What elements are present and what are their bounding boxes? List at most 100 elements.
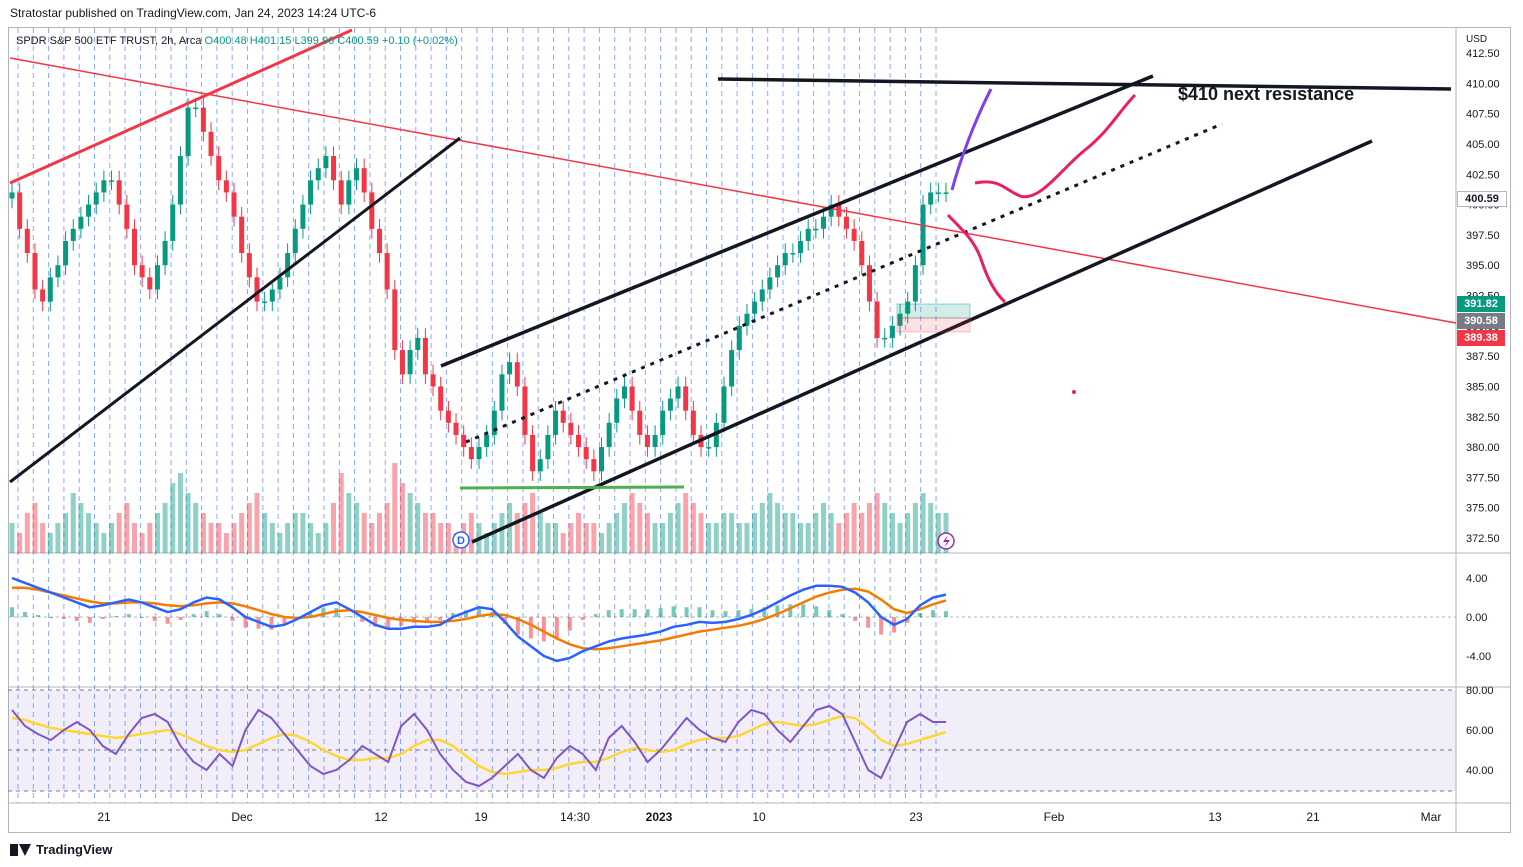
rsi-band — [8, 690, 1456, 791]
macd-hist-bar — [567, 617, 572, 631]
red-downtrend-line[interactable] — [9, 57, 1457, 324]
time-tick-label: Feb — [1044, 810, 1065, 824]
channel-upper-line[interactable] — [440, 74, 1154, 368]
channel-lower-line[interactable] — [471, 139, 1373, 544]
macd-hist-bar — [593, 614, 598, 617]
candle-body — [476, 447, 482, 460]
currency-label: USD — [1466, 34, 1488, 45]
macd-hist-bar — [528, 617, 533, 639]
pink-dot — [1072, 390, 1076, 394]
volume-bar — [507, 503, 513, 553]
volume-bar — [920, 493, 926, 553]
candle-body — [262, 301, 268, 304]
candle-body — [644, 434, 650, 448]
time-tick-label: 10 — [752, 810, 766, 824]
candle-body — [47, 277, 53, 302]
candle-body — [407, 350, 413, 375]
candle-body — [491, 410, 497, 435]
macd-hist-bar — [632, 609, 637, 617]
candle-body — [606, 422, 612, 448]
position-profit-zone[interactable] — [896, 303, 971, 319]
tradingview-logo-icon — [10, 843, 31, 856]
volume-bar — [484, 533, 490, 553]
candle-body — [415, 337, 421, 351]
footer-brand[interactable]: TradingView — [10, 842, 112, 857]
volume-bar — [55, 523, 61, 553]
candle-body — [453, 422, 459, 435]
dividend-marker[interactable] — [452, 531, 470, 549]
macd-hist-bar — [775, 605, 780, 617]
candle-body — [729, 350, 735, 387]
candle-body — [231, 192, 237, 217]
macd-hist-bar — [853, 617, 858, 621]
volume-bar — [629, 493, 635, 553]
macd-hist-bar — [126, 614, 131, 617]
macd-hist-bar — [931, 610, 936, 617]
volume-bar — [905, 513, 911, 553]
candle-body — [935, 192, 941, 194]
black-trendline-left[interactable] — [9, 136, 461, 484]
price-tick-label: 395.00 — [1466, 260, 1500, 272]
footer-brand-text: TradingView — [36, 842, 113, 857]
macd-hist-bar — [230, 617, 235, 621]
volume-bar — [139, 533, 145, 553]
volume-bar — [583, 523, 589, 553]
candle-body — [805, 228, 811, 241]
volume-bar — [935, 513, 941, 553]
macd-hist-bar — [399, 617, 404, 626]
volume-bar — [491, 523, 497, 553]
time-tick-label: Mar — [1421, 810, 1442, 824]
volume-bar — [246, 503, 252, 553]
macd-hist-bar — [386, 617, 391, 628]
channel-mid-line[interactable] — [465, 122, 1223, 444]
pink-projection-path-down[interactable] — [946, 213, 1007, 304]
candle-body — [109, 180, 115, 182]
price-tick-label: 382.50 — [1466, 412, 1500, 424]
macd-hist-bar — [373, 617, 378, 627]
candle-body — [568, 422, 574, 435]
green-support-line[interactable] — [459, 485, 685, 490]
candle-body — [40, 289, 46, 302]
volume-bar — [131, 523, 137, 553]
resistance-annotation[interactable]: $410 next resistance — [1178, 84, 1355, 104]
volume-bar — [308, 523, 314, 553]
price-tick-label: 397.50 — [1466, 230, 1500, 242]
volume-bar — [430, 513, 436, 553]
candle-body — [912, 265, 918, 302]
candle-body — [767, 277, 773, 290]
price-tick-label: 387.50 — [1466, 351, 1500, 363]
candle-body — [889, 325, 895, 338]
volume-bar — [606, 523, 612, 553]
lightning-glyph — [943, 535, 950, 548]
symbol-legend[interactable]: SPDR S&P 500 ETF TRUST, 2h, Arca O400.48… — [16, 35, 458, 47]
macd-hist-bar — [347, 616, 352, 618]
candle-body — [208, 131, 214, 157]
price-tick-label: 407.50 — [1466, 109, 1500, 121]
volume-bar — [752, 513, 758, 553]
volume-bar — [706, 523, 712, 553]
volume-bar — [874, 493, 880, 553]
macd-hist-bar — [464, 610, 469, 617]
purple-projection-path[interactable] — [950, 88, 993, 191]
red-uptrend-line[interactable] — [9, 28, 353, 185]
candle-body — [445, 410, 451, 423]
macd-hist-bar — [515, 617, 520, 635]
session-break-lines — [17, 28, 937, 803]
candle-body — [736, 325, 742, 351]
candle-body — [905, 301, 911, 314]
candle-body — [24, 228, 30, 254]
macd-lines — [11, 576, 947, 663]
volume-bar — [591, 523, 597, 553]
volume-bar — [216, 523, 222, 553]
macd-tick-label: -4.00 — [1466, 651, 1491, 663]
resistance-line[interactable] — [717, 77, 1452, 91]
volume-bar — [70, 493, 76, 553]
price-tick-label: 412.50 — [1466, 48, 1500, 60]
position-loss-zone[interactable] — [896, 317, 971, 333]
volume-bar — [392, 463, 398, 553]
candle-body — [484, 434, 490, 448]
macd-hist-bar — [334, 608, 339, 617]
pink-projection-path-up[interactable] — [974, 93, 1137, 199]
volume-bar — [821, 503, 827, 553]
